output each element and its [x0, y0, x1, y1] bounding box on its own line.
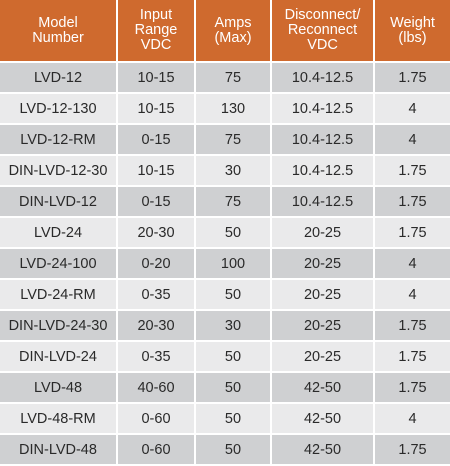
amps-cell: 30 — [195, 155, 272, 187]
input-range-cell: 40-60 — [117, 372, 196, 404]
input-range-cell: 20-30 — [117, 310, 196, 342]
disconnect-reconnect-cell: 42-50 — [271, 403, 375, 435]
disconnect-reconnect-cell: 20-25 — [271, 248, 375, 280]
input-range-cell: 20-30 — [117, 217, 196, 249]
table-row: DIN-LVD-12 0-15 75 10.4-12.5 1.75 — [0, 186, 450, 218]
disconnect-reconnect-cell: 42-50 — [271, 372, 375, 404]
weight-cell: 4 — [374, 279, 450, 311]
model-number-cell: LVD-24-100 — [0, 248, 118, 280]
model-number-cell: LVD-48-RM — [0, 403, 118, 435]
weight-cell: 4 — [374, 403, 450, 435]
input-range-cell: 0-15 — [117, 186, 196, 218]
input-range-cell: 0-35 — [117, 341, 196, 373]
amps-cell: 130 — [195, 93, 272, 125]
input-range-cell: 0-60 — [117, 434, 196, 466]
weight-cell: 1.75 — [374, 372, 450, 404]
table-body: LVD-12 10-15 75 10.4-12.5 1.75 LVD-12-130 10-1… — [0, 62, 450, 466]
model-number-cell: LVD-12-RM — [0, 124, 118, 156]
table-row: DIN-LVD-48 0-60 50 42-50 1.75 — [0, 434, 450, 466]
amps-cell: 50 — [195, 217, 272, 249]
disconnect-reconnect-cell: 10.4-12.5 — [271, 124, 375, 156]
input-range-cell: 10-15 — [117, 93, 196, 125]
disconnect-reconnect-cell: 20-25 — [271, 279, 375, 311]
model-number-cell: DIN-LVD-48 — [0, 434, 118, 466]
disconnect-reconnect-cell: 10.4-12.5 — [271, 186, 375, 218]
header-disconnect-reconnect: Disconnect/ Reconnect VDC — [271, 0, 375, 63]
table-row: LVD-24-100 0-20 100 20-25 4 — [0, 248, 450, 280]
disconnect-reconnect-cell: 10.4-12.5 — [271, 62, 375, 94]
amps-cell: 75 — [195, 124, 272, 156]
table-row: DIN-LVD-12-30 10-15 30 10.4-12.5 1.75 — [0, 155, 450, 187]
input-range-cell: 10-15 — [117, 155, 196, 187]
amps-cell: 30 — [195, 310, 272, 342]
weight-cell: 1.75 — [374, 217, 450, 249]
disconnect-reconnect-cell: 42-50 — [271, 434, 375, 466]
model-number-cell: DIN-LVD-24 — [0, 341, 118, 373]
model-number-cell: DIN-LVD-12 — [0, 186, 118, 218]
header-amps: Amps (Max) — [195, 0, 272, 63]
disconnect-reconnect-cell: 20-25 — [271, 310, 375, 342]
weight-cell: 1.75 — [374, 155, 450, 187]
weight-cell: 1.75 — [374, 310, 450, 342]
model-number-cell: LVD-12-130 — [0, 93, 118, 125]
amps-cell: 50 — [195, 279, 272, 311]
header-model-number: Model Number — [0, 0, 118, 63]
table-row: LVD-12-RM 0-15 75 10.4-12.5 4 — [0, 124, 450, 156]
header-row: Model Number Input Range VDC Amps (Max) … — [0, 0, 450, 63]
weight-cell: 4 — [374, 124, 450, 156]
model-number-cell: LVD-48 — [0, 372, 118, 404]
table-header: Model Number Input Range VDC Amps (Max) … — [0, 0, 450, 63]
disconnect-reconnect-cell: 20-25 — [271, 217, 375, 249]
weight-cell: 4 — [374, 248, 450, 280]
weight-cell: 1.75 — [374, 434, 450, 466]
table-row: LVD-48-RM 0-60 50 42-50 4 — [0, 403, 450, 435]
input-range-cell: 0-35 — [117, 279, 196, 311]
input-range-cell: 0-20 — [117, 248, 196, 280]
table-row: LVD-12-130 10-15 130 10.4-12.5 4 — [0, 93, 450, 125]
header-weight: Weight (lbs) — [374, 0, 450, 63]
table-row: DIN-LVD-24-30 20-30 30 20-25 1.75 — [0, 310, 450, 342]
table-row: LVD-24-RM 0-35 50 20-25 4 — [0, 279, 450, 311]
weight-cell: 1.75 — [374, 341, 450, 373]
model-number-cell: DIN-LVD-12-30 — [0, 155, 118, 187]
input-range-cell: 0-15 — [117, 124, 196, 156]
amps-cell: 100 — [195, 248, 272, 280]
disconnect-reconnect-cell: 10.4-12.5 — [271, 155, 375, 187]
model-number-cell: LVD-12 — [0, 62, 118, 94]
table-row: LVD-12 10-15 75 10.4-12.5 1.75 — [0, 62, 450, 94]
disconnect-reconnect-cell: 20-25 — [271, 341, 375, 373]
weight-cell: 4 — [374, 93, 450, 125]
amps-cell: 50 — [195, 403, 272, 435]
weight-cell: 1.75 — [374, 62, 450, 94]
input-range-cell: 0-60 — [117, 403, 196, 435]
amps-cell: 75 — [195, 186, 272, 218]
table-row: LVD-24 20-30 50 20-25 1.75 — [0, 217, 450, 249]
amps-cell: 75 — [195, 62, 272, 94]
model-number-cell: LVD-24 — [0, 217, 118, 249]
model-number-cell: LVD-24-RM — [0, 279, 118, 311]
amps-cell: 50 — [195, 372, 272, 404]
amps-cell: 50 — [195, 434, 272, 466]
model-number-cell: DIN-LVD-24-30 — [0, 310, 118, 342]
input-range-cell: 10-15 — [117, 62, 196, 94]
amps-cell: 50 — [195, 341, 272, 373]
weight-cell: 1.75 — [374, 186, 450, 218]
header-input-range: Input Range VDC — [117, 0, 196, 63]
table-row: LVD-48 40-60 50 42-50 1.75 — [0, 372, 450, 404]
disconnect-reconnect-cell: 10.4-12.5 — [271, 93, 375, 125]
table-row: DIN-LVD-24 0-35 50 20-25 1.75 — [0, 341, 450, 373]
